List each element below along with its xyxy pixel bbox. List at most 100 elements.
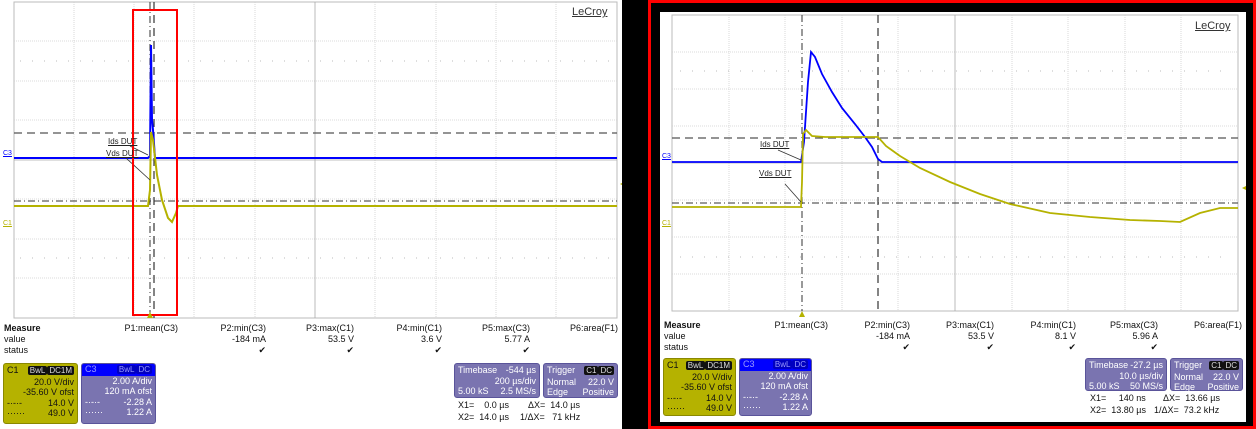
vds-dut-annotation: Vds DUT bbox=[759, 169, 792, 178]
measure-p4[interactable]: P4:min(C1) 8.1 V ✔ bbox=[1030, 320, 1076, 353]
trigger-coupling-tag: DC bbox=[1223, 361, 1239, 370]
measure-p2[interactable]: P2:min(C3) -184 mA ✔ bbox=[864, 320, 910, 353]
measure-row-value: value bbox=[664, 331, 686, 341]
cursor2-symbol: ······ bbox=[667, 403, 685, 413]
trigger-level: 22.0 V bbox=[587, 376, 614, 387]
bwl-tag: BwL bbox=[116, 365, 137, 374]
trigger-level: 22.0 V bbox=[1212, 371, 1239, 382]
param-value: -184 mA bbox=[875, 331, 910, 341]
trigger-mode: Normal bbox=[547, 376, 577, 387]
measure-row-status: status bbox=[4, 345, 29, 355]
c1-offset: -35.60 V ofst bbox=[680, 382, 732, 392]
param-name: P4:min(C1) bbox=[1030, 320, 1076, 330]
timebase-tdiv: 10.0 µs/div bbox=[1119, 370, 1163, 381]
timebase-box[interactable]: Timebase -27.2 µs 10.0 µs/div 5.00 kS 50 M… bbox=[1085, 358, 1167, 391]
cursor-readout-inv-dx: 1/ΔX= 73.2 kHz bbox=[1154, 405, 1220, 415]
param-name: P5:max(C3) bbox=[1109, 320, 1158, 330]
c1-channel-box[interactable]: C1 BwL DC1M 20.0 V/div -35.60 V ofst -·-·-… bbox=[663, 358, 736, 416]
coupling-tag: DC1M bbox=[705, 361, 732, 370]
c3-channel-box[interactable]: C3 BwL DC 2.00 A/div 120 mA ofst -·-·- -2.2… bbox=[81, 363, 156, 424]
timebase-label: Timebase bbox=[458, 365, 498, 375]
trigger-type: Edge bbox=[547, 387, 569, 397]
trigger-slope: Positive bbox=[1207, 382, 1239, 392]
c1-label: C1 bbox=[7, 365, 19, 375]
waveform-display-right bbox=[671, 14, 1246, 317]
timebase-samples: 5.00 kS bbox=[1089, 381, 1120, 391]
cursor1-symbol: -·-·- bbox=[7, 397, 22, 408]
c3-channel-marker[interactable]: C3 bbox=[662, 153, 671, 160]
c3-channel-marker[interactable]: C3 bbox=[3, 150, 12, 157]
c3-offset: 120 mA ofst bbox=[760, 381, 808, 391]
timebase-label: Timebase bbox=[1089, 360, 1129, 370]
vds-dut-annotation: Vds DUT bbox=[106, 149, 139, 158]
measure-labels: Measure value status bbox=[4, 323, 41, 356]
measure-p1[interactable]: P1:mean(C3) bbox=[774, 320, 828, 331]
trigger-source-tag: C1 bbox=[584, 366, 599, 375]
cursor2-symbol: ······ bbox=[743, 402, 761, 412]
c1-channel-box[interactable]: C1 BwL DC1M 20.0 V/div -35.60 V ofst -·-·-… bbox=[3, 363, 78, 424]
param-value: 5.77 A bbox=[504, 334, 530, 344]
measure-p1[interactable]: P1:mean(C3) bbox=[124, 323, 178, 334]
trigger-source-tag: C1 bbox=[1209, 361, 1224, 370]
trigger-box[interactable]: Trigger C1 DC Normal 22.0 V Edge Positive bbox=[1170, 358, 1243, 392]
measure-row-status: status bbox=[664, 342, 689, 352]
param-value: 53.5 V bbox=[967, 331, 994, 341]
param-name: P1:mean(C3) bbox=[124, 323, 178, 333]
timebase-delay: -27.2 µs bbox=[1130, 360, 1163, 370]
timebase-samples: 5.00 kS bbox=[458, 386, 489, 396]
cursor-readout-x1: X1= 0.0 µs bbox=[458, 400, 509, 410]
param-name: P5:max(C3) bbox=[481, 323, 530, 333]
measure-header: Measure bbox=[664, 320, 701, 330]
coupling-tag: DC bbox=[136, 365, 152, 374]
param-value: 53.5 V bbox=[327, 334, 354, 344]
c3-cursor1: -2.28 A bbox=[123, 396, 152, 407]
measure-p5[interactable]: P5:max(C3) 5.77 A ✔ bbox=[482, 323, 530, 356]
param-name: P3:max(C1) bbox=[945, 320, 994, 330]
checkmark-icon: ✔ bbox=[1068, 342, 1076, 352]
trigger-slope: Positive bbox=[582, 387, 614, 397]
c1-vdiv: 20.0 V/div bbox=[691, 371, 732, 382]
timebase-box[interactable]: Timebase -544 µs 200 µs/div 5.00 kS 2.5 MS… bbox=[454, 363, 540, 398]
c1-cursor1: 14.0 V bbox=[47, 397, 74, 408]
param-value: 5.96 A bbox=[1132, 331, 1158, 341]
lecroy-logo: LeCroy bbox=[1195, 20, 1231, 32]
measure-p6[interactable]: P6:area(F1) bbox=[570, 323, 618, 334]
cursor1-symbol: -·-·- bbox=[743, 391, 758, 402]
measure-p2[interactable]: P2:min(C3) -184 mA ✔ bbox=[220, 323, 266, 356]
c3-offset: 120 mA ofst bbox=[104, 386, 152, 396]
c1-channel-marker[interactable]: C1 bbox=[3, 220, 12, 227]
bwl-tag: BwL bbox=[685, 361, 706, 370]
measure-p3[interactable]: P3:max(C1) 53.5 V ✔ bbox=[946, 320, 994, 353]
cursor-readout-dx: ΔX= 14.0 µs bbox=[528, 400, 580, 410]
cursor1-symbol: -·-·- bbox=[85, 396, 100, 407]
measure-p4[interactable]: P4:min(C1) 3.6 V ✔ bbox=[396, 323, 442, 356]
trigger-label: Trigger bbox=[547, 365, 576, 375]
timebase-delay: -544 µs bbox=[505, 365, 536, 375]
trigger-mode: Normal bbox=[1174, 371, 1204, 382]
measure-p6[interactable]: P6:area(F1) bbox=[1194, 320, 1242, 331]
ids-dut-annotation: Ids DUT bbox=[108, 137, 138, 146]
checkmark-icon: ✔ bbox=[522, 345, 530, 355]
c3-cursor2: 1.22 A bbox=[126, 407, 152, 417]
checkmark-icon: ✔ bbox=[902, 342, 910, 352]
param-value: 3.6 V bbox=[420, 334, 442, 344]
c1-offset: -35.60 V ofst bbox=[22, 387, 74, 397]
c3-label: C3 bbox=[743, 359, 755, 369]
cursor2-symbol: ······ bbox=[85, 407, 103, 417]
cursor-readout-inv-dx: 1/ΔX= 71 kHz bbox=[520, 412, 581, 422]
param-value: -184 mA bbox=[231, 334, 266, 344]
trigger-coupling-tag: DC bbox=[598, 366, 614, 375]
checkmark-icon: ✔ bbox=[1150, 342, 1158, 352]
trigger-box[interactable]: Trigger C1 DC Normal 22.0 V Edge Positive bbox=[543, 363, 618, 398]
trigger-label: Trigger bbox=[1174, 360, 1203, 370]
trigger-type: Edge bbox=[1174, 382, 1196, 392]
measure-p5[interactable]: P5:max(C3) 5.96 A ✔ bbox=[1110, 320, 1158, 353]
c3-vdiv: 2.00 A/div bbox=[768, 370, 808, 381]
c1-cursor2: 49.0 V bbox=[47, 408, 74, 418]
coupling-tag: DC bbox=[792, 360, 808, 369]
c3-channel-box[interactable]: C3 BwL DC 2.00 A/div 120 mA ofst -·-·- -2.2… bbox=[739, 358, 812, 416]
c3-vdiv: 2.00 A/div bbox=[112, 375, 152, 386]
measure-p3[interactable]: P3:max(C1) 53.5 V ✔ bbox=[306, 323, 354, 356]
timebase-tdiv: 200 µs/div bbox=[494, 375, 536, 386]
c1-channel-marker[interactable]: C1 bbox=[662, 220, 671, 227]
